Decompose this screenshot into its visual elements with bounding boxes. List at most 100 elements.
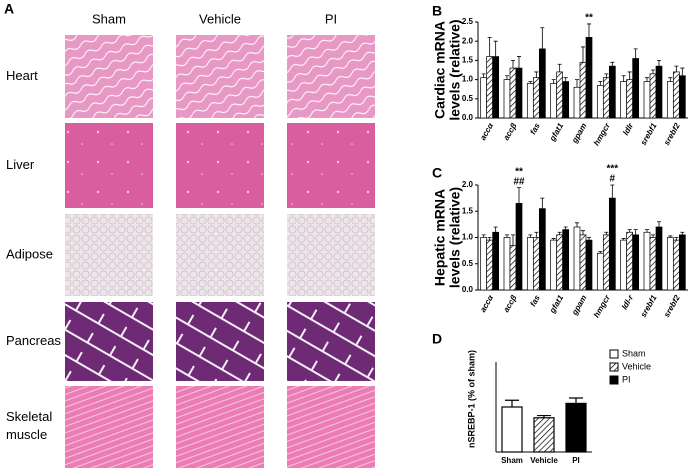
error-bar xyxy=(627,229,632,233)
histology-image xyxy=(287,123,375,208)
legend-label: PI xyxy=(622,374,631,384)
bar xyxy=(503,79,511,119)
bar xyxy=(655,226,663,291)
x-tick-label: gpam xyxy=(570,294,589,318)
bar xyxy=(515,203,523,291)
error-bar xyxy=(610,184,615,199)
y-axis-label: Cardiac mRNA xyxy=(432,21,448,119)
error-bar xyxy=(598,251,603,254)
bar xyxy=(643,81,651,119)
significance-mark: ** xyxy=(515,166,523,177)
x-tick-label: ldlr xyxy=(621,121,635,137)
y-tick-label: 0.0 xyxy=(462,113,474,122)
error-bar xyxy=(668,235,673,238)
error-bar xyxy=(651,234,655,238)
bar xyxy=(632,58,640,119)
bar xyxy=(515,67,523,119)
histology-image xyxy=(287,214,375,296)
row-label: Skeletal muscle xyxy=(6,409,52,442)
error-bar xyxy=(633,48,638,59)
y-tick-label: 2.0 xyxy=(462,36,474,45)
x-tick-label: srebf1 xyxy=(639,121,659,147)
bar xyxy=(562,229,570,291)
bar xyxy=(649,237,657,291)
bar xyxy=(585,239,593,291)
bar xyxy=(562,81,570,119)
bar xyxy=(655,65,663,119)
legend-swatch xyxy=(609,349,619,359)
error-bar xyxy=(517,56,521,69)
bar xyxy=(666,81,674,119)
bar xyxy=(532,77,540,119)
error-bar xyxy=(505,399,519,407)
bar xyxy=(585,37,593,119)
y-tick-label: 1.5 xyxy=(462,56,474,65)
x-tick-label: fas xyxy=(528,121,542,136)
bar xyxy=(486,239,494,291)
significance-mark: ## xyxy=(513,176,525,187)
column-header: Sham xyxy=(92,11,126,26)
x-tick-label: accβ xyxy=(502,294,519,314)
y-tick-label: 0.0 xyxy=(462,285,474,294)
error-bar xyxy=(680,231,685,235)
bar xyxy=(501,406,523,453)
x-tick-label: srebf2 xyxy=(662,293,682,319)
x-tick-label: hmgcr xyxy=(592,121,612,147)
bar xyxy=(480,237,488,291)
histology-image xyxy=(287,35,375,118)
legend-swatch xyxy=(609,362,619,372)
bar xyxy=(565,402,587,453)
histology-image xyxy=(65,214,153,296)
bar xyxy=(678,75,686,119)
x-tick-label: accβ xyxy=(502,122,519,142)
bar xyxy=(509,245,517,291)
significance-mark: *** xyxy=(606,164,618,175)
bar xyxy=(666,237,674,291)
bar xyxy=(672,71,680,119)
histology-image xyxy=(176,35,264,118)
x-tick-label: srebf2 xyxy=(662,121,682,147)
y-tick-label: 1.0 xyxy=(462,75,474,84)
row-label: Pancreas xyxy=(6,333,61,348)
bar xyxy=(620,81,628,119)
bar xyxy=(643,231,651,291)
histology-image xyxy=(176,123,264,208)
bar xyxy=(579,234,587,291)
error-bar xyxy=(528,81,533,84)
error-bar xyxy=(581,230,585,235)
bar xyxy=(678,234,686,291)
error-bar xyxy=(505,234,509,238)
bar xyxy=(556,234,564,291)
error-bar xyxy=(651,69,655,74)
error-bar xyxy=(551,79,556,84)
error-bar xyxy=(598,81,603,86)
bar xyxy=(626,79,634,119)
error-bar xyxy=(534,71,539,78)
significance-mark: ** xyxy=(585,13,593,24)
error-bar xyxy=(575,222,579,227)
panel-label: C xyxy=(432,165,442,181)
y-axis-label: levels (relative) xyxy=(447,187,463,288)
bar xyxy=(533,417,555,453)
error-bar xyxy=(610,61,615,67)
x-tick-label: gpam xyxy=(570,122,589,146)
y-tick-label: 2.0 xyxy=(462,180,474,189)
error-bar xyxy=(657,221,661,227)
error-bar xyxy=(604,73,609,78)
error-bar xyxy=(540,197,545,209)
error-bar xyxy=(668,77,673,82)
row-label: Adipose xyxy=(6,246,53,261)
error-bar xyxy=(528,234,533,238)
y-axis-label: nSREBP-1 (% of sham) xyxy=(466,350,476,448)
bar xyxy=(532,237,540,291)
y-tick-label: 0.5 xyxy=(462,259,474,268)
histology-panel: A xyxy=(4,1,14,17)
y-tick-label: 1.0 xyxy=(462,233,474,242)
x-tick-label: accα xyxy=(478,293,495,314)
panel-label: A xyxy=(4,1,14,17)
bar xyxy=(573,86,581,119)
column-header: PI xyxy=(325,11,337,26)
y-tick-label: 2.5 xyxy=(462,17,474,26)
error-bar xyxy=(534,231,539,238)
